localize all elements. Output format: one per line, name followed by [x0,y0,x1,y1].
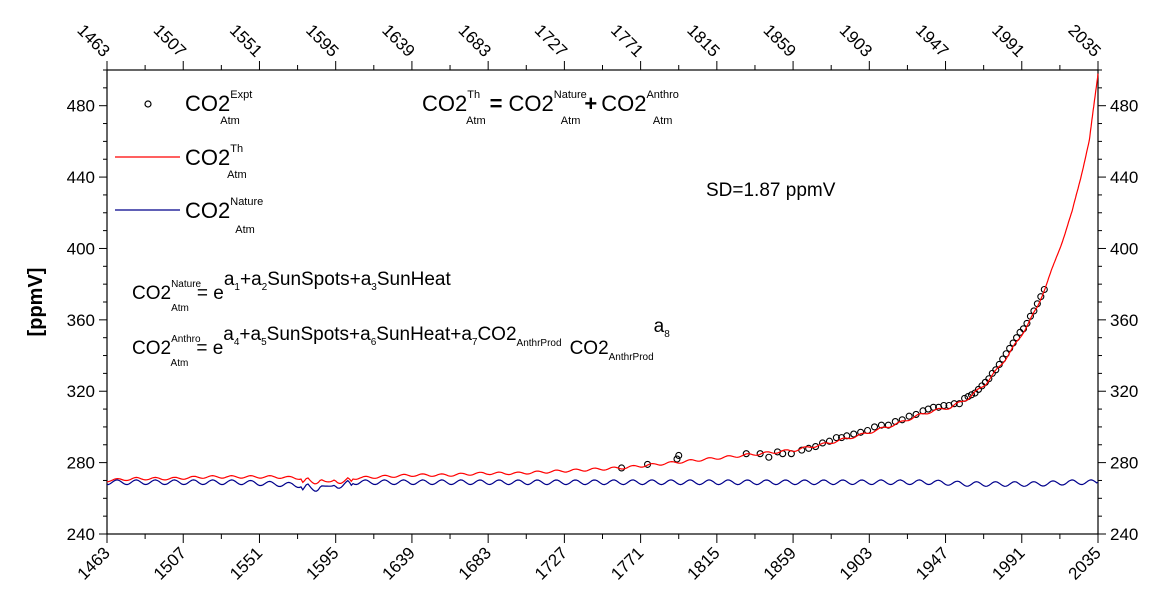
x-tick-label-bottom: 1991 [988,543,1028,583]
data-point-expt [765,453,773,461]
x-tick-label-top: 1595 [302,21,342,61]
x-tick-label-top: 1947 [912,21,952,61]
data-point-expt [675,451,683,460]
x-tick-label-bottom: 1595 [302,543,342,583]
legend: CO2Expt Atm CO2Th Atm CO2Nature Atm [115,89,263,236]
legend-theory-label: CO2Th Atm [185,143,247,181]
data-point-expt [967,391,976,399]
x-tick-label-bottom: 2035 [1065,543,1105,583]
x-tick-label-bottom: 1639 [379,543,419,583]
legend-expt-label: CO2Expt Atm [185,89,252,127]
data-point-expt [805,444,813,452]
series-line-nature [107,479,1099,492]
data-point-expt [825,437,834,445]
y-tick-label-left: 240 [67,525,95,544]
data-point-expt [992,366,1000,374]
data-point-expt [870,423,879,431]
data-point-expt [884,421,892,429]
x-tick-label-top: 1639 [378,21,418,61]
series-line-theory [106,73,1099,485]
x-tick-label-top: 2035 [1064,21,1104,61]
data-point-expt [832,434,840,442]
x-tick-label-top: 1859 [759,21,799,61]
x-tick-label-top: 1815 [683,21,723,61]
x-tick-label-top: 1683 [455,21,495,61]
y-axis-left: 240 280 320 360 400 440 480 [67,69,107,544]
x-tick-label-top: 1771 [607,21,647,61]
x-axis-top: 1463 1507 1551 1595 1639 1683 1727 1771 1815 1859… [73,21,1105,70]
plot-frame [106,69,1099,535]
data-point-expt [905,412,913,420]
y-tick-label-left: 360 [67,311,95,330]
y-tick-label-right: 280 [1110,454,1138,473]
equation-anthro: CO2Anthro Atm= ea4+a5SunSpots+a6SunHeat+a… [132,316,670,369]
y-tick-label-left: 280 [67,454,95,473]
data-point-expt [843,432,851,440]
x-tick-label-top: 1507 [150,21,190,61]
series-layer [106,73,1099,492]
data-point-expt [850,430,858,438]
y-tick-label-right: 440 [1110,168,1138,187]
x-tick-label-top: 1991 [988,21,1028,61]
x-tick-label-bottom: 1727 [531,543,571,583]
sd-annotation: SD=1.87 ppmV [706,180,836,201]
x-axis-bottom: 1463 1507 1551 1595 1639 1683 1727 1771 1815 1859… [74,534,1105,584]
y-tick-label-right: 400 [1110,239,1138,258]
x-tick-label-top: 1903 [836,21,876,61]
x-tick-label-bottom: 1551 [226,543,266,583]
y-tick-label-right: 320 [1110,382,1138,401]
data-point-expt [1040,285,1048,294]
data-point-expt [877,421,885,429]
y-tick-label-left: 440 [67,168,95,187]
x-tick-label-top: 1463 [73,21,113,61]
legend-nature-label: CO2Nature Atm [185,196,263,236]
equation-nature: CO2Nature Atm= ea1+a2SunSpots+a3SunHeat [132,269,451,314]
x-tick-label-top: 1551 [226,21,266,61]
data-point-expt [985,375,993,383]
x-tick-label-bottom: 1947 [912,543,952,583]
data-point-expt [891,418,899,426]
x-tick-label-top: 1727 [531,21,571,61]
equation-top: CO2Th Atm= CO2Nature Atm+ CO2Anthro Atm [422,89,679,127]
y-tick-label-right: 480 [1110,97,1138,116]
y-tick-label-right: 360 [1110,311,1138,330]
data-point-expt [756,450,764,458]
x-tick-label-bottom: 1859 [760,543,800,583]
data-point-expt [812,443,820,451]
x-tick-label-bottom: 1903 [836,543,876,583]
y-axis-label: [ppmV] [25,268,47,337]
x-tick-label-bottom: 1683 [455,543,495,583]
y-axis-right: 240 280 320 360 400 440 480 [1098,69,1138,544]
data-point-expt [857,428,865,436]
x-tick-label-bottom: 1463 [74,543,114,583]
y-tick-label-right: 240 [1110,525,1138,544]
x-tick-label-bottom: 1815 [683,543,723,583]
y-tick-label-left: 400 [67,239,95,258]
y-tick-label-left: 320 [67,382,95,401]
data-point-expt [673,455,681,463]
data-point-expt [1030,307,1038,315]
data-point-expt [898,416,906,424]
x-tick-label-bottom: 1771 [607,543,647,583]
legend-marker-expt [144,100,152,108]
x-tick-label-bottom: 1507 [150,543,190,583]
data-point-expt [950,400,958,408]
y-tick-label-left: 480 [67,97,95,116]
